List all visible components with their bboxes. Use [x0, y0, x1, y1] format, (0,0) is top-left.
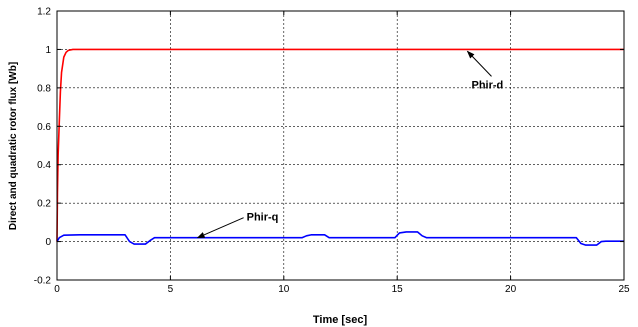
y-tick-label: 0.4	[37, 160, 51, 171]
x-tick-label: 5	[168, 284, 174, 295]
annotation-label-phir-q: Phir-q	[247, 212, 279, 224]
annotation-arrow	[466, 50, 492, 77]
annotation-arrow	[196, 217, 244, 239]
y-tick-label: -0.2	[34, 276, 52, 287]
y-tick-label: 0.6	[37, 122, 51, 133]
x-axis-label: Time [sec]	[313, 314, 368, 326]
y-tick-label: 1	[45, 45, 51, 56]
x-tick-label: 15	[392, 284, 404, 295]
y-tick-label: 0	[45, 237, 51, 248]
series-line-phir-d	[56, 48, 624, 242]
x-tick-label: 0	[54, 284, 60, 295]
data-series	[56, 48, 624, 246]
axis-ticks: 0 5 10 15 20 25-0.200.20.40.60.811.2	[34, 7, 630, 296]
annotation-label-phir-d: Phir-d	[472, 79, 504, 91]
plot-frame	[56, 10, 625, 281]
y-tick-label: 0.8	[37, 83, 51, 94]
y-tick-label: 1.2	[37, 7, 51, 18]
annotations: Phir-d Phir-q	[196, 50, 504, 239]
y-tick-label: 0.2	[37, 199, 51, 210]
x-tick-label: 20	[505, 284, 517, 295]
x-tick-label: 10	[278, 284, 290, 295]
x-tick-label: 25	[618, 284, 630, 295]
y-axis-label: Direct and quadratic rotor flux [Wb]	[8, 62, 19, 230]
plot-background	[57, 11, 624, 280]
series-line-phir-q	[56, 231, 624, 246]
